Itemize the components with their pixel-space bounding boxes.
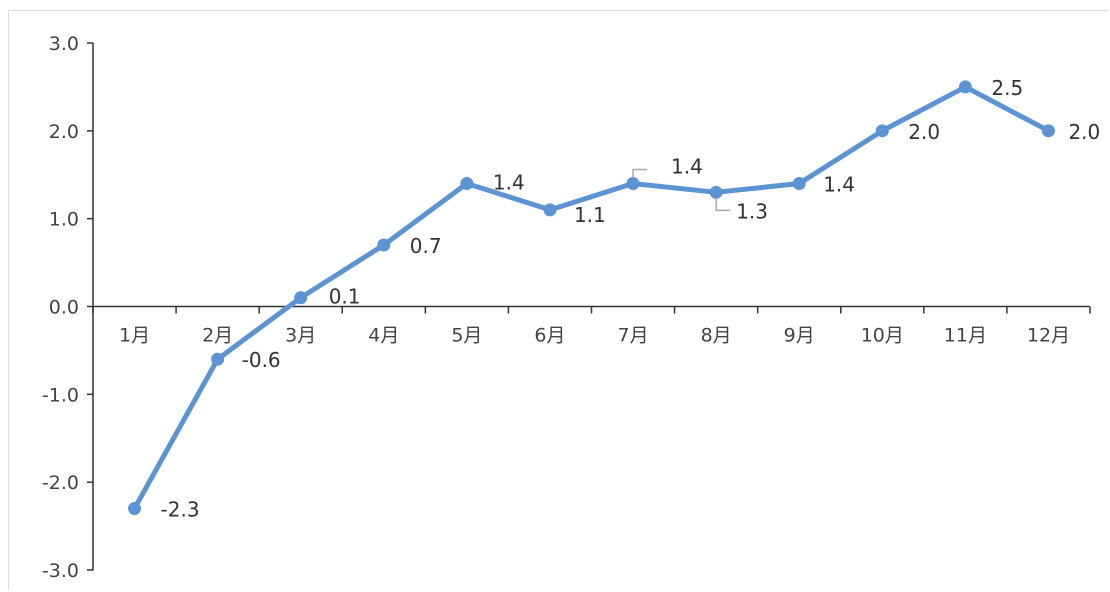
label-leader-line (632, 168, 648, 178)
x-tick-label: 1月 (119, 325, 150, 347)
data-label: 1.1 (574, 203, 606, 227)
y-tick-label: 2.0 (49, 121, 79, 143)
data-label: 1.4 (493, 171, 525, 195)
data-label: 0.7 (410, 234, 442, 258)
data-label: 1.4 (671, 155, 703, 179)
x-tick-label: 12月 (1027, 325, 1070, 347)
data-point (377, 238, 391, 252)
data-label: 1.3 (736, 199, 768, 223)
data-label: -0.6 (242, 348, 281, 372)
series-line-group (128, 80, 1055, 516)
data-point (792, 177, 806, 191)
data-point (460, 177, 474, 191)
x-tick-label: 11月 (944, 325, 987, 347)
data-point (1041, 124, 1055, 138)
chart-frame (8, 10, 1108, 590)
data-point (211, 352, 225, 366)
x-tick-label: 9月 (784, 325, 815, 347)
data-point (626, 177, 640, 191)
y-tick-label: 1.0 (49, 209, 79, 231)
x-tick-label: 8月 (701, 325, 732, 347)
y-tick-label: -1.0 (42, 384, 79, 406)
data-point (709, 185, 723, 199)
data-label: 2.0 (908, 120, 940, 144)
x-axis: 1月 2月 3月 4月 5月 6月 7月 8月 9月 10月 11月 12月 (92, 305, 1091, 347)
y-axis: 3.0 2.0 1.0 0.0 -1.0 -2.0 -3.0 (42, 33, 94, 582)
y-tick-label: 0.0 (49, 297, 79, 319)
data-point (875, 124, 889, 138)
x-tick-label: 2月 (202, 325, 233, 347)
y-tick-label: -3.0 (42, 560, 79, 582)
data-label: -2.3 (161, 498, 200, 522)
data-label: 2.5 (991, 76, 1023, 100)
series-line (132, 84, 1051, 511)
x-tick-label: 7月 (617, 325, 648, 347)
data-point (543, 203, 557, 217)
x-tick-label: 4月 (368, 325, 399, 347)
data-point (958, 80, 972, 94)
x-tick-label: 5月 (451, 325, 482, 347)
data-point (128, 502, 142, 516)
data-label-group: -2.3 -0.6 0.1 0.7 1.4 1.1 1.4 1.3 1.4 2.0 2.5 2.0 (161, 76, 1101, 522)
x-tick-label: 3月 (285, 325, 316, 347)
data-label: 0.1 (329, 285, 361, 309)
y-tick-label: 3.0 (49, 33, 79, 55)
data-label: 1.4 (823, 173, 855, 197)
x-tick-label: 10月 (861, 325, 904, 347)
data-point (294, 291, 308, 305)
x-tick-label: 6月 (534, 325, 565, 347)
label-leader-line (715, 198, 731, 212)
y-tick-label: -2.0 (42, 472, 79, 494)
data-label: 2.0 (1068, 120, 1100, 144)
